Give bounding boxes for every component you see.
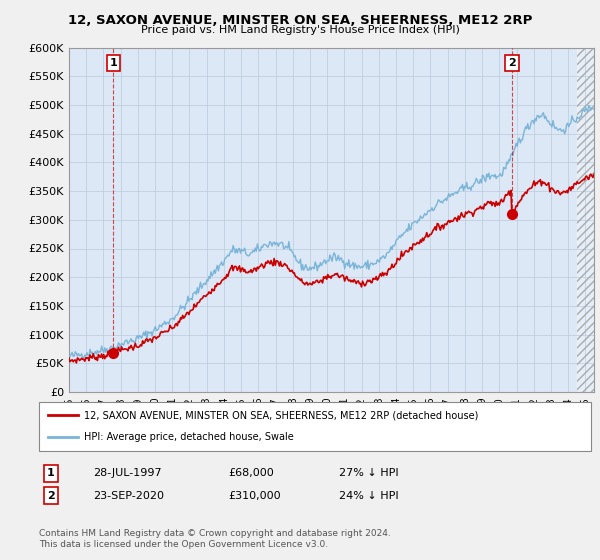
Text: HPI: Average price, detached house, Swale: HPI: Average price, detached house, Swal…: [84, 432, 294, 442]
Text: 12, SAXON AVENUE, MINSTER ON SEA, SHEERNESS, ME12 2RP (detached house): 12, SAXON AVENUE, MINSTER ON SEA, SHEERN…: [84, 410, 478, 421]
Text: 12, SAXON AVENUE, MINSTER ON SEA, SHEERNESS, ME12 2RP: 12, SAXON AVENUE, MINSTER ON SEA, SHEERN…: [68, 14, 532, 27]
Text: 27% ↓ HPI: 27% ↓ HPI: [339, 468, 398, 478]
Text: 1: 1: [47, 468, 55, 478]
Polygon shape: [577, 48, 594, 392]
Text: Contains HM Land Registry data © Crown copyright and database right 2024.
This d: Contains HM Land Registry data © Crown c…: [39, 529, 391, 549]
Text: Price paid vs. HM Land Registry's House Price Index (HPI): Price paid vs. HM Land Registry's House …: [140, 25, 460, 35]
Text: 2: 2: [47, 491, 55, 501]
Text: 23-SEP-2020: 23-SEP-2020: [93, 491, 164, 501]
Text: 1: 1: [109, 58, 117, 68]
Text: 2: 2: [508, 58, 516, 68]
Text: 24% ↓ HPI: 24% ↓ HPI: [339, 491, 398, 501]
Text: 28-JUL-1997: 28-JUL-1997: [93, 468, 161, 478]
Text: £310,000: £310,000: [228, 491, 281, 501]
Text: £68,000: £68,000: [228, 468, 274, 478]
